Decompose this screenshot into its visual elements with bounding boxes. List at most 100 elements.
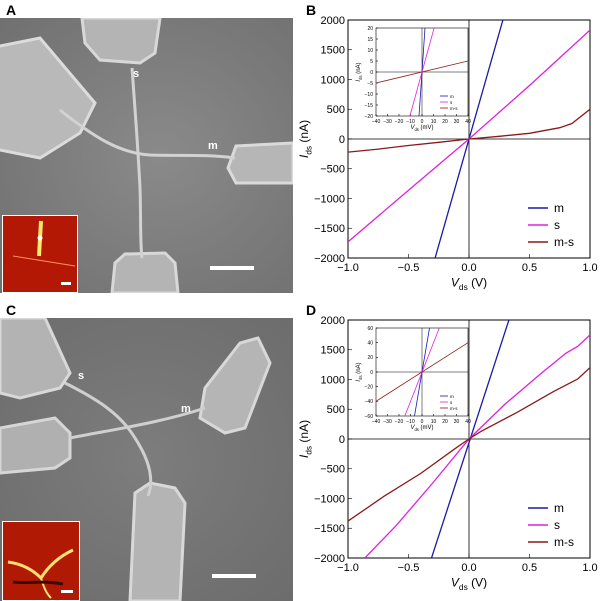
x-tick-label: −0.5 xyxy=(398,562,420,574)
y-tick-label: −20 xyxy=(365,384,374,390)
y-tick-label: 500 xyxy=(327,104,345,116)
series-line-s xyxy=(364,334,590,558)
x-tick-label: −40 xyxy=(372,119,381,125)
y-axis-label: Ids (nA) xyxy=(356,362,363,381)
y-tick-label: 15 xyxy=(367,37,373,43)
inset-legend-label: m-s xyxy=(450,406,458,411)
inset-legend-label: m xyxy=(450,94,454,99)
series-group xyxy=(348,20,590,258)
x-axis-label: Vds (V) xyxy=(451,276,487,293)
iv-chart-b: −1.0 −0.5 0.0 0.5 1.0−2000−1500−1000−5000500… xyxy=(297,15,598,293)
legend-label: m xyxy=(554,501,564,515)
x-tick-label: 0.5 xyxy=(522,262,537,274)
y-axis-label: Ids (nA) xyxy=(297,420,314,458)
y-tick-label: 0 xyxy=(370,370,373,376)
x-axis-label: Vds (mV) xyxy=(410,425,433,432)
x-tick-label: 0 xyxy=(421,119,424,125)
legend-label: m xyxy=(554,201,564,215)
x-tick-label: 1.0 xyxy=(582,262,597,274)
x-tick-label: 0.0 xyxy=(461,262,476,274)
nanowire-m xyxy=(59,108,236,160)
y-tick-label: 0 xyxy=(339,134,345,146)
panel-letter-d: D xyxy=(306,302,317,318)
nanowire-m xyxy=(69,406,206,440)
y-tick-label: 1000 xyxy=(321,74,345,86)
electrode-pad xyxy=(198,336,272,435)
y-tick-label: −20 xyxy=(365,114,374,120)
x-tick-label: 10 xyxy=(431,119,437,125)
series-line-m-s xyxy=(348,367,590,522)
electrode-pad xyxy=(80,18,162,65)
legend-label: s xyxy=(554,218,560,232)
y-tick-label: −60 xyxy=(365,414,374,420)
x-tick-label: 10 xyxy=(431,419,437,425)
series-group xyxy=(376,28,468,116)
y-tick-label: 20 xyxy=(367,26,373,32)
y-tick-label: −1500 xyxy=(314,523,345,535)
x-tick-label: −30 xyxy=(383,119,392,125)
x-tick-label: −1.0 xyxy=(337,562,359,574)
y-tick-label: −1000 xyxy=(314,493,345,505)
y-tick-label: −1000 xyxy=(314,193,345,205)
series-line-m-s xyxy=(376,60,468,84)
x-axis-label: Vds (mV) xyxy=(410,125,433,132)
y-tick-label: 60 xyxy=(367,326,373,332)
y-tick-label: 2000 xyxy=(321,315,345,327)
nanowire-s xyxy=(64,381,153,497)
y-tick-label: 1500 xyxy=(321,45,345,57)
panel-letter-a: A xyxy=(6,2,17,18)
x-tick-label: −0.5 xyxy=(398,262,420,274)
y-tick-label: 20 xyxy=(367,355,373,361)
inset-legend-label: m xyxy=(450,394,454,399)
x-tick-label: 30 xyxy=(454,119,460,125)
y-tick-label: −15 xyxy=(365,103,374,109)
y-tick-label: 1500 xyxy=(321,345,345,357)
legend-label: m-s xyxy=(554,535,574,549)
x-tick-label: −30 xyxy=(383,419,392,425)
inset-legend-label: s xyxy=(450,100,453,105)
x-tick-label: −40 xyxy=(372,419,381,425)
series-line-m-s xyxy=(376,342,468,402)
chart-d: −1.0 −0.5 0.0 0.5 1.0 −2000 −1500 −1000 −500 0 500… xyxy=(297,300,600,601)
x-axis-label: Vds (V) xyxy=(451,576,487,593)
label-s: s xyxy=(78,370,85,382)
x-tick-label: 30 xyxy=(454,419,460,425)
y-tick-label: −2000 xyxy=(314,553,345,565)
x-tick-label: −20 xyxy=(395,419,404,425)
x-tick-label: −20 xyxy=(395,119,404,125)
x-tick-label: −10 xyxy=(406,419,415,425)
y-tick-label: 5 xyxy=(370,59,373,65)
inset-legend-label: s xyxy=(450,400,453,405)
y-tick-label: −2000 xyxy=(314,253,345,265)
electrode-pad xyxy=(128,481,187,601)
x-tick-label: 20 xyxy=(442,119,448,125)
y-tick-label: 500 xyxy=(327,404,345,416)
series-group xyxy=(348,320,590,558)
y-tick-label: 10 xyxy=(367,48,373,54)
label-m: m xyxy=(208,140,218,152)
scale-bar xyxy=(212,574,256,578)
electrode-pad xyxy=(226,141,293,185)
x-tick-label: 1.0 xyxy=(582,562,597,574)
scale-bar xyxy=(210,266,254,270)
x-tick-label: 20 xyxy=(442,419,448,425)
x-tick-label: 0.5 xyxy=(522,562,537,574)
y-tick-label: −10 xyxy=(365,92,374,98)
y-tick-label: 1000 xyxy=(321,374,345,386)
chart-b: −1.0 −0.5 0.0 0.5 1.0 −2000 −1500 −1000 −500 0 500… xyxy=(297,0,600,300)
y-tick-label: −5 xyxy=(367,81,373,87)
y-axis-label: Ids (nA) xyxy=(356,62,363,81)
nanowire-s xyxy=(130,67,144,259)
panel-letter-c: C xyxy=(6,302,17,318)
electrode-pad xyxy=(0,416,72,475)
afm-inset-a xyxy=(2,215,78,293)
legend-label: m-s xyxy=(554,235,574,249)
inset-legend-label: m-s xyxy=(450,106,458,111)
y-tick-label: 2000 xyxy=(321,15,345,27)
y-tick-label: −500 xyxy=(320,464,345,476)
y-tick-label: −500 xyxy=(320,164,345,176)
y-tick-label: −40 xyxy=(365,399,374,405)
y-tick-label: 0 xyxy=(370,70,373,76)
series-line-m-s xyxy=(348,108,590,153)
y-tick-label: 40 xyxy=(367,340,373,346)
